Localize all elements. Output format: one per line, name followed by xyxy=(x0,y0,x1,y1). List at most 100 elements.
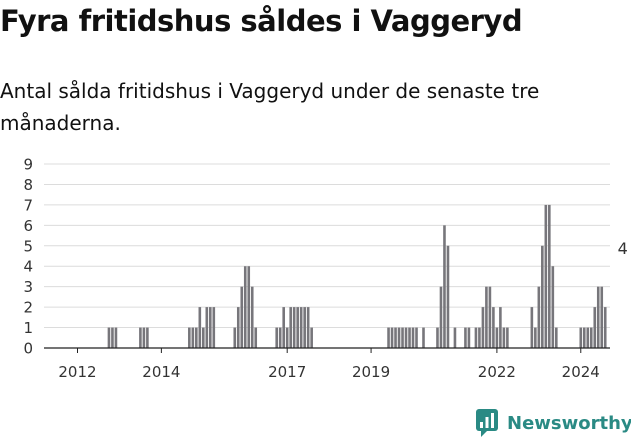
bar xyxy=(387,327,390,348)
bar xyxy=(296,307,299,348)
bar xyxy=(146,327,149,348)
x-tick-label: 2014 xyxy=(142,363,180,381)
bar xyxy=(236,307,240,348)
bar xyxy=(446,245,450,348)
bar-chart: 0 1 2 3 4 5 6 7 8 9 2012 2014 2017 2019 2022 2024 4 xyxy=(23,156,628,382)
highlight-value-label: 4 xyxy=(618,239,628,258)
bar xyxy=(198,307,202,348)
bar xyxy=(278,327,282,348)
bar xyxy=(551,266,555,348)
y-axis-tick-labels: 0 1 2 3 4 5 6 7 8 9 xyxy=(23,156,33,358)
bar xyxy=(114,327,118,348)
y-tick-label: 1 xyxy=(23,319,33,337)
bar xyxy=(282,307,285,348)
bar xyxy=(443,225,446,348)
x-tick-label: 2022 xyxy=(478,363,516,381)
bar xyxy=(603,307,607,348)
y-tick-label: 0 xyxy=(23,340,33,358)
bar xyxy=(411,327,415,348)
bar xyxy=(582,327,586,348)
x-tick-label: 2024 xyxy=(562,363,600,381)
bar xyxy=(499,307,502,348)
bar xyxy=(250,286,254,348)
bar xyxy=(233,327,237,348)
bar xyxy=(415,327,418,348)
bar xyxy=(537,286,541,348)
bar xyxy=(555,327,558,348)
y-tick-label: 7 xyxy=(23,196,33,214)
bar xyxy=(139,327,142,348)
bar xyxy=(202,327,205,348)
bar xyxy=(285,327,289,348)
y-tick-label: 9 xyxy=(23,156,33,174)
y-tick-label: 8 xyxy=(23,176,33,194)
bar xyxy=(481,307,485,348)
bar xyxy=(467,327,471,348)
bar xyxy=(188,327,191,348)
annotations: 4 xyxy=(618,239,628,258)
bar xyxy=(544,204,548,348)
brand-name: Newsworthy xyxy=(507,412,631,434)
y-tick-label: 4 xyxy=(23,258,33,276)
bar xyxy=(534,327,537,348)
bar xyxy=(506,327,509,348)
bar xyxy=(530,307,534,348)
bar xyxy=(474,327,478,348)
bar xyxy=(488,286,492,348)
x-axis-tick-labels: 2012 2014 2017 2019 2022 2024 xyxy=(58,348,600,381)
bar xyxy=(247,266,251,348)
y-tick-label: 2 xyxy=(23,299,33,317)
bar xyxy=(394,327,397,348)
bar xyxy=(422,327,425,348)
bar xyxy=(478,327,481,348)
bar xyxy=(401,327,404,348)
bar xyxy=(404,327,408,348)
y-tick-label: 3 xyxy=(23,278,33,296)
y-tick-label: 6 xyxy=(23,217,33,235)
chart-title: Fyra fritidshus såldes i Vaggeryd xyxy=(0,4,523,38)
y-tick-label: 5 xyxy=(23,237,33,255)
newsworthy-logo-icon xyxy=(476,409,498,437)
bar xyxy=(142,327,146,348)
x-tick-label: 2012 xyxy=(58,363,96,381)
bar xyxy=(548,204,551,348)
bar xyxy=(390,327,394,348)
bar xyxy=(600,286,604,348)
x-tick-label: 2019 xyxy=(352,363,390,381)
bar xyxy=(310,327,313,348)
bar xyxy=(464,327,467,348)
bar xyxy=(408,327,411,348)
bar xyxy=(275,327,279,348)
bar xyxy=(495,327,499,348)
bar xyxy=(111,327,114,348)
bars xyxy=(107,204,607,348)
x-tick-label: 2017 xyxy=(268,363,306,381)
bar xyxy=(541,245,544,348)
bar xyxy=(589,327,593,348)
bar xyxy=(596,286,600,348)
gridlines xyxy=(44,163,610,329)
bar xyxy=(593,307,597,348)
bar xyxy=(397,327,401,348)
bar xyxy=(209,307,212,348)
bar xyxy=(303,307,306,348)
bar xyxy=(439,286,443,348)
bar xyxy=(502,327,506,348)
bar xyxy=(579,327,583,348)
bar xyxy=(191,327,195,348)
bar xyxy=(299,307,303,348)
bar xyxy=(212,307,216,348)
bar xyxy=(492,307,495,348)
brand-logo: Newsworthy xyxy=(475,406,631,440)
bar xyxy=(289,307,292,348)
bar xyxy=(107,327,111,348)
bar xyxy=(453,327,457,348)
bar xyxy=(436,327,439,348)
chart-subtitle: Antal sålda fritidshus i Vaggeryd under … xyxy=(0,79,540,135)
bar xyxy=(243,266,247,348)
bar xyxy=(485,286,488,348)
bar xyxy=(292,307,296,348)
bar xyxy=(306,307,310,348)
bar xyxy=(586,327,590,348)
bar xyxy=(195,327,198,348)
